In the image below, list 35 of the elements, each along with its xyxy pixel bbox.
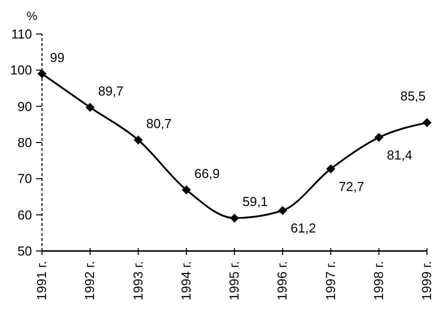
point <box>230 214 239 223</box>
point <box>278 206 288 215</box>
x-tick-label: 1993 г. <box>130 261 146 300</box>
data-label: 66,9 <box>194 166 220 181</box>
x-tick-label: 1998 г. <box>370 261 386 300</box>
point <box>134 135 143 144</box>
point <box>182 185 191 194</box>
x-tick-label: 1996 г. <box>274 261 290 300</box>
point <box>86 102 95 112</box>
point <box>38 69 46 78</box>
x-tick-label: 1994 г. <box>178 261 194 300</box>
point <box>326 164 336 174</box>
y-axis-title: % <box>26 9 38 23</box>
point <box>422 118 432 128</box>
data-label: 72,7 <box>338 178 364 194</box>
x-tick-label: 1991 г. <box>34 261 49 300</box>
point <box>374 132 384 142</box>
x-tick-label: 1992 г. <box>82 261 98 300</box>
x-tick-label: 1997 г. <box>322 261 338 300</box>
data-label: 89,7 <box>98 83 124 98</box>
x-tick-label: 1995 г. <box>226 261 242 300</box>
data-label: 81,4 <box>386 147 412 162</box>
data-label: 85,5 <box>400 88 426 104</box>
y-tick-label: 90 <box>18 98 32 114</box>
data-label: 99 <box>50 50 64 65</box>
data-label: 61,2 <box>290 220 316 236</box>
y-tick-label: 60 <box>18 207 32 222</box>
y-tick-label: 80 <box>18 135 32 150</box>
y-tick-label: 50 <box>18 244 32 259</box>
y-tick-label: 110 <box>11 26 32 42</box>
x-tick-label: 1999 г. <box>419 261 434 300</box>
y-tick-label: 100 <box>10 62 32 78</box>
data-label: 59,1 <box>242 194 268 210</box>
data-label: 80,7 <box>146 116 172 131</box>
y-tick-label: 70 <box>18 171 32 186</box>
